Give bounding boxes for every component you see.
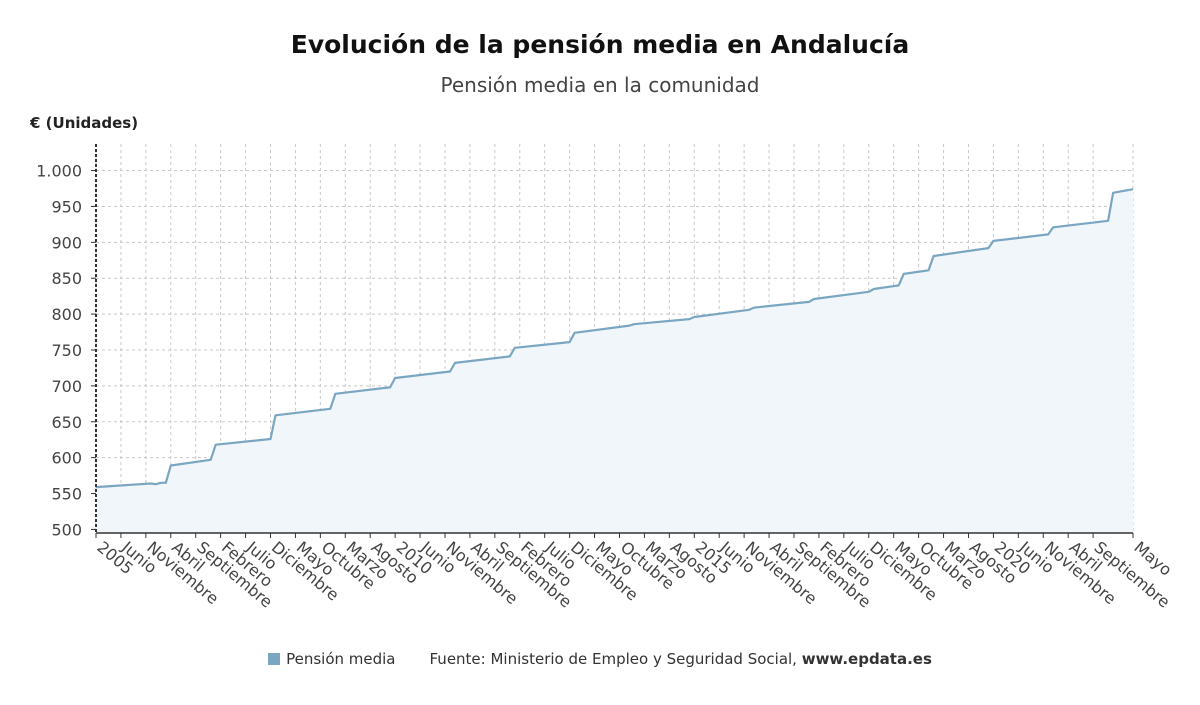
y-tick-labels: 500 550 600 650 700 750 800 850 900 950 1.000 — [36, 162, 82, 540]
source-text: Fuente: Ministerio de Empleo y Seguridad… — [429, 650, 802, 668]
series-line — [95, 188, 1134, 489]
y-tick-label: 1.000 — [36, 162, 82, 181]
y-tick-label: 900 — [51, 233, 82, 252]
source-site: www.epdata.es — [801, 650, 932, 668]
legend-series-label: Pensión media — [286, 650, 396, 668]
x-tick-labels: 2005JunioNoviembreAbrilSeptiembreFebrero… — [93, 537, 1175, 612]
series-area-fill — [96, 189, 1133, 533]
axes — [91, 144, 1134, 538]
y-tick-label: 550 — [51, 485, 82, 504]
legend: Pensión media Fuente: Ministerio de Emple… — [0, 650, 1200, 668]
chart-title: Evolución de la pensión media en Andaluc… — [290, 30, 910, 59]
y-tick-label: 800 — [51, 305, 82, 324]
y-tick-label: 750 — [51, 341, 82, 360]
chart-subtitle: Pensión media en la comunidad — [440, 73, 760, 97]
y-tick-label: 650 — [51, 413, 82, 432]
y-tick-label: 600 — [51, 449, 82, 468]
legend-swatch — [268, 653, 281, 665]
y-tick-label: 950 — [51, 197, 82, 216]
y-tick-label: 500 — [51, 520, 82, 539]
y-tick-label: 850 — [51, 269, 82, 288]
series-area — [95, 188, 1134, 533]
y-tick-label: 700 — [51, 377, 82, 396]
y-axis-unit-label: € (Unidades) — [30, 114, 139, 132]
